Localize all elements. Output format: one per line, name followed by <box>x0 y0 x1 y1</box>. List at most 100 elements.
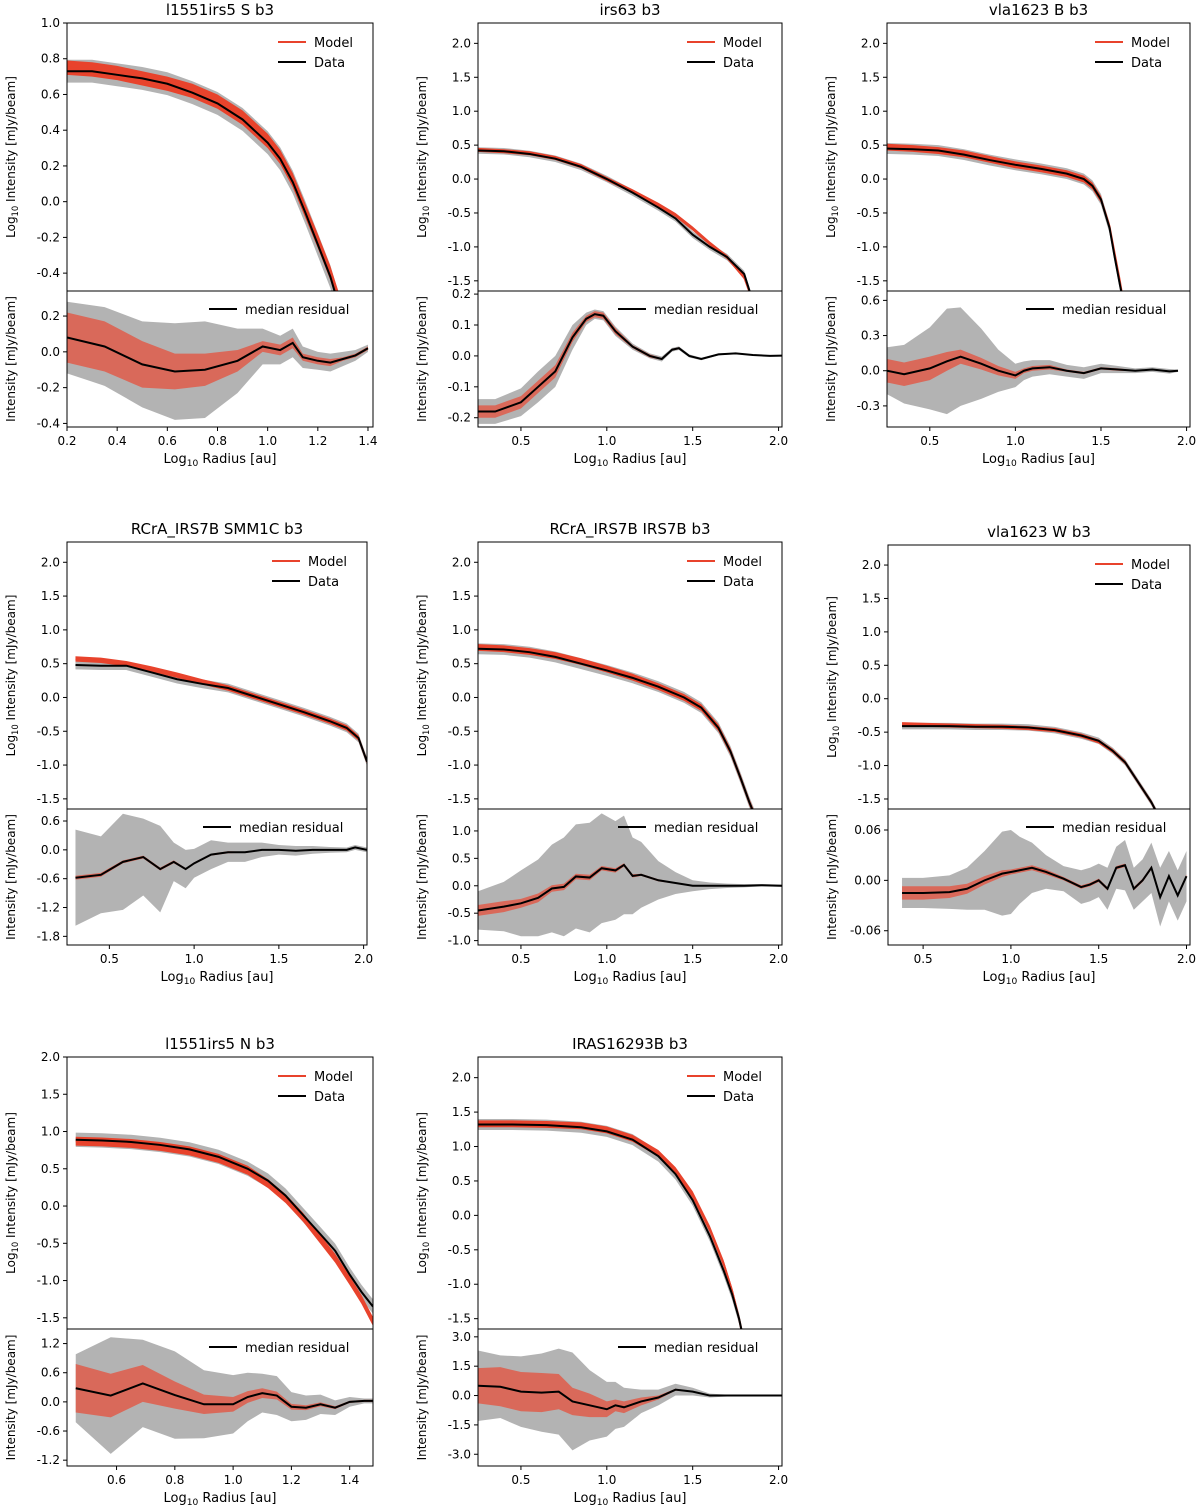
legend-data-label: Data <box>314 56 345 71</box>
x-tick-label: 2.0 <box>1177 952 1196 966</box>
legend-data-label: Data <box>723 56 754 71</box>
x-tick-label: 0.5 <box>511 952 530 966</box>
model-line <box>478 1122 743 1329</box>
x-axis-label: Log10 Radius [au] <box>573 452 686 469</box>
median-residual-line <box>67 336 369 373</box>
residual-red-band <box>75 1363 373 1418</box>
bottom-axes-frame <box>477 1328 783 1467</box>
top-plot-area <box>902 722 1157 809</box>
y-tick-label: 0.0 <box>41 345 60 359</box>
median-residual-line <box>478 863 782 912</box>
legend-residual-label: median residual <box>1062 821 1166 836</box>
x-tick-label: 0.5 <box>100 952 119 966</box>
y-tick-label: 2.0 <box>41 555 60 569</box>
top-plot-area <box>75 656 367 767</box>
panel-title: vla1623 W b3 <box>987 523 1091 541</box>
panel-1: l1551irs5 S b3 -0.4 -0.2 0.0 0.2 0.4 0.6 0.8 1.0… <box>4 1 378 469</box>
y-tick-label: 0.5 <box>41 657 60 671</box>
data-uncertainty-band <box>478 643 755 809</box>
y-axis-label-top: Log10 Intensity [mJy/beam] <box>415 76 431 238</box>
y-tick-label: -1.0 <box>448 1277 471 1291</box>
y-tick-label: 0.06 <box>854 823 881 837</box>
y-tick-label: 0.6 <box>41 87 60 101</box>
y-tick-label: 0.5 <box>452 1174 471 1188</box>
y-tick-label: 0.6 <box>41 1366 60 1380</box>
y-axis-label-top: Log10 Intensity [mJy/beam] <box>415 1112 431 1274</box>
data-line <box>902 725 1157 809</box>
y-tick-label: -1.2 <box>37 901 60 915</box>
data-line <box>887 147 1123 291</box>
y-tick-label: -1.0 <box>858 759 881 773</box>
y-tick-label: 0.2 <box>41 159 60 173</box>
y-axis-label-bottom: Intensity [mJy/beam] <box>824 296 838 422</box>
y-axis-label-bottom: Intensity [mJy/beam] <box>4 814 18 940</box>
x-tick-label: 1.0 <box>185 952 204 966</box>
y-tick-label: 0.5 <box>452 851 471 865</box>
y-axis-label-top: Log10 Intensity [mJy/beam] <box>4 76 20 238</box>
median-residual-line <box>887 355 1179 377</box>
bottom-plot-area <box>478 1348 782 1451</box>
y-tick-label: 0.0 <box>861 172 880 186</box>
bottom-plot-area <box>478 309 782 424</box>
x-tick-label: 0.4 <box>108 434 127 448</box>
x-tick-label: 1.0 <box>224 1473 243 1487</box>
y-tick-label: 0.0 <box>41 843 60 857</box>
y-tick-label: 0.0 <box>452 349 471 363</box>
y-tick-label: -1.5 <box>448 1418 471 1432</box>
y-tick-label: 1.5 <box>41 589 60 603</box>
y-tick-label: 0.3 <box>861 329 880 343</box>
y-tick-label: 2.0 <box>862 558 881 572</box>
y-tick-label: 2.0 <box>41 1050 60 1064</box>
legend-data-label: Data <box>723 1090 754 1105</box>
data-line <box>478 647 754 809</box>
y-tick-label: -1.0 <box>448 758 471 772</box>
legend-data-label: Data <box>308 575 339 590</box>
legend-data-label: Data <box>1131 578 1162 593</box>
y-tick-label: 1.0 <box>41 1125 60 1139</box>
data-uncertainty-band <box>887 143 1123 291</box>
legend-residual-label: median residual <box>654 1341 758 1356</box>
y-axis-label-bottom: Intensity [mJy/beam] <box>4 1335 18 1461</box>
y-tick-label: 1.0 <box>452 104 471 118</box>
model-band <box>478 644 754 809</box>
y-tick-label: -0.4 <box>37 416 60 430</box>
y-tick-label: -0.5 <box>37 724 60 738</box>
y-tick-label: -1.5 <box>37 1311 60 1325</box>
y-tick-label: -0.5 <box>37 1236 60 1250</box>
y-tick-label: 0.0 <box>41 1199 60 1213</box>
bottom-axes-frame <box>887 808 1191 946</box>
x-tick-label: 0.8 <box>208 434 227 448</box>
x-tick-label: 1.4 <box>358 434 377 448</box>
y-tick-label: 0.0 <box>41 195 60 209</box>
y-tick-label: -1.2 <box>37 1453 60 1467</box>
y-tick-label: 1.5 <box>41 1087 60 1101</box>
median-residual-line <box>75 1382 373 1409</box>
x-axis-label: Log10 Radius [au] <box>573 970 686 987</box>
legend-model-label: Model <box>308 555 347 570</box>
y-tick-label: -1.0 <box>448 934 471 948</box>
legend-data-label: Data <box>723 575 754 590</box>
bottom-plot-area <box>75 1337 373 1454</box>
panel-4: RCrA_IRS7B SMM1C b3 -1.5 -1.0 -0.5 0.0 0.5 1.0… <box>4 520 373 987</box>
y-tick-label: 0.0 <box>452 879 471 893</box>
bottom-plot-area <box>887 307 1179 415</box>
model-band <box>478 147 750 291</box>
bottom-plot-area <box>902 829 1188 927</box>
y-tick-label: 0.0 <box>862 692 881 706</box>
y-axis-label-top: Log10 Intensity [mJy/beam] <box>4 595 20 757</box>
x-tick-label: 1.2 <box>308 434 327 448</box>
y-tick-label: 0.5 <box>861 138 880 152</box>
model-line <box>887 146 1123 291</box>
y-tick-label: -0.5 <box>448 724 471 738</box>
legend-residual-label: median residual <box>239 821 343 836</box>
legend-residual-label: median residual <box>245 1341 349 1356</box>
median-residual-line <box>478 1384 782 1411</box>
panel-5: RCrA_IRS7B IRS7B b3 -1.5 -1.0 -0.5 0.0 0.5 1.0… <box>415 520 788 987</box>
y-tick-label: -0.06 <box>850 924 881 938</box>
y-tick-label: 1.2 <box>41 1337 60 1351</box>
y-tick-label: 1.0 <box>41 16 60 30</box>
y-tick-label: 3.0 <box>452 1330 471 1344</box>
x-tick-label: 1.0 <box>258 434 277 448</box>
y-tick-label: 1.5 <box>861 70 880 84</box>
x-tick-label: 1.2 <box>282 1473 301 1487</box>
